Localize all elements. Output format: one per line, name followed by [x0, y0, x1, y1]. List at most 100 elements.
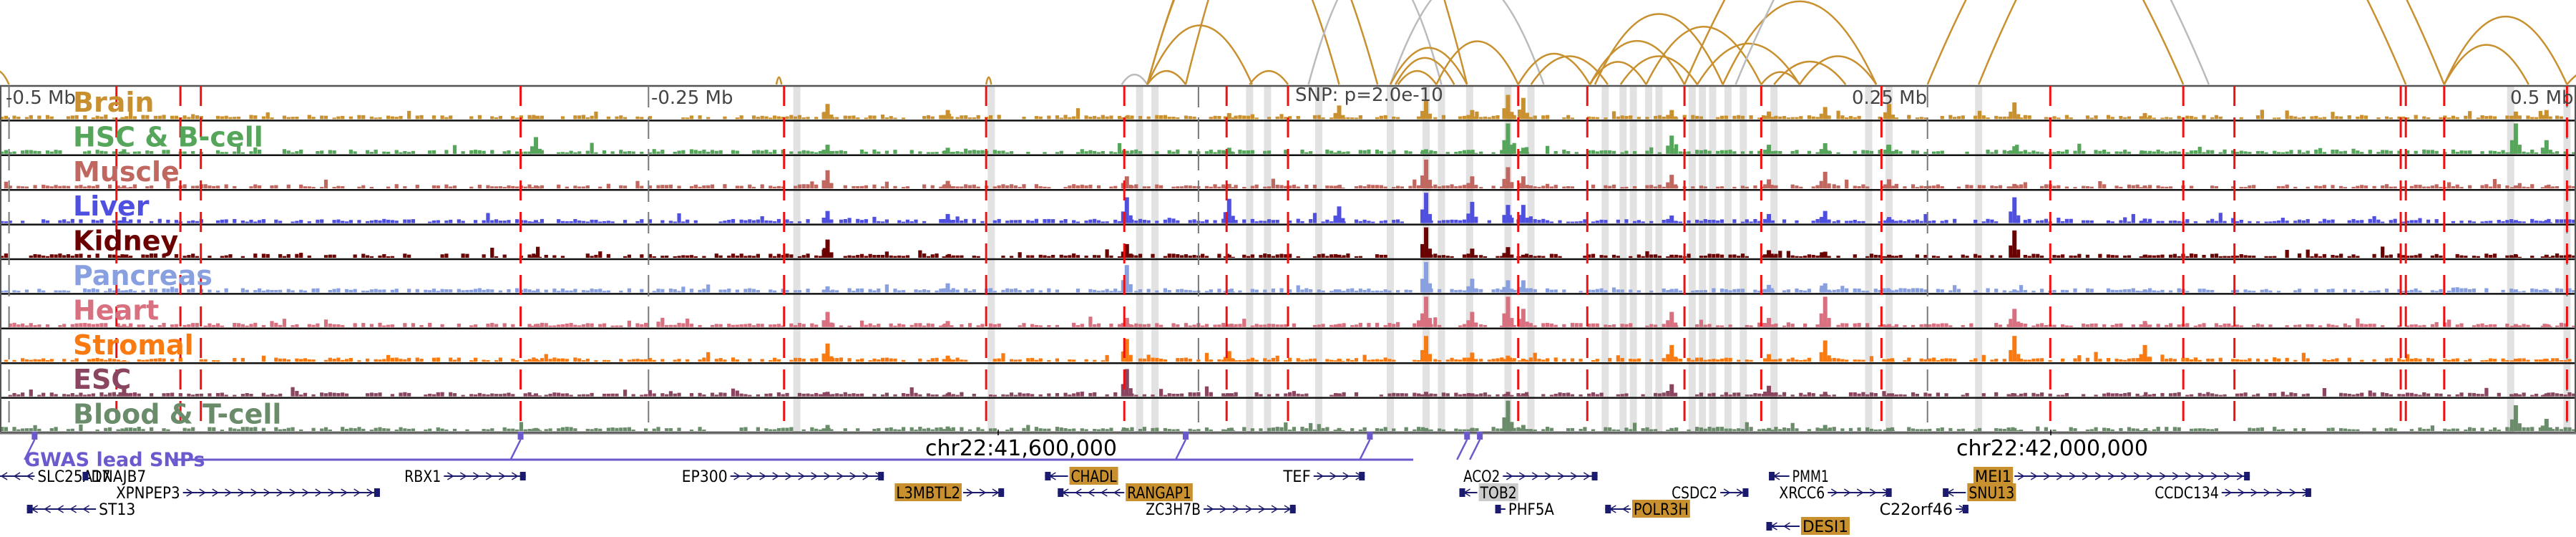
signal-bar — [1624, 219, 1629, 223]
signal-bar — [1857, 221, 1861, 223]
signal-bar — [104, 359, 108, 362]
signal-bar — [2538, 290, 2542, 293]
signal-bar — [2547, 392, 2551, 397]
signal-bar — [1395, 117, 1400, 120]
signal-bar — [490, 247, 494, 258]
signal-bar — [992, 291, 997, 293]
signal-bar — [1312, 213, 1317, 223]
signal-bar — [1026, 255, 1030, 258]
signal-bar — [95, 220, 99, 223]
signal-bar — [150, 253, 154, 258]
signal-bar — [602, 221, 607, 223]
signal-bar — [1109, 255, 1113, 258]
signal-bar — [2397, 394, 2401, 397]
signal-bar — [1786, 427, 1790, 431]
signal-bar — [150, 185, 154, 189]
signal-bar — [955, 289, 960, 293]
signal-bar — [1840, 323, 1845, 327]
signal-peak — [2142, 254, 2147, 258]
signal-bar — [1907, 115, 1911, 120]
signal-bar — [1716, 253, 1720, 258]
signal-peak — [1763, 289, 1767, 293]
signal-bar — [2418, 395, 2422, 397]
signal-peak — [1771, 150, 1775, 154]
signal-bar — [1807, 254, 1812, 258]
signal-peak — [2548, 222, 2552, 223]
signal-bar — [2492, 253, 2497, 258]
signal-bar — [2293, 393, 2298, 397]
signal-bar — [2409, 429, 2414, 431]
signal-bar — [2248, 358, 2252, 362]
signal-bar — [1038, 325, 1043, 327]
signal-bar — [2530, 150, 2534, 154]
signal-bar — [2567, 359, 2572, 362]
signal-bar — [1749, 221, 1753, 223]
signal-bar — [2248, 255, 2252, 258]
signal-bar — [1620, 394, 1624, 397]
signal-peak — [534, 220, 539, 223]
signal-peak — [2517, 117, 2522, 120]
signal-bar — [681, 255, 686, 258]
signal-bar — [864, 151, 868, 154]
signal-bar — [560, 324, 565, 327]
signal-bar — [2168, 323, 2173, 327]
signal-peak — [2012, 336, 2017, 362]
signal-bar — [652, 393, 656, 397]
signal-bar — [365, 255, 370, 258]
signal-bar — [431, 150, 436, 154]
signal-bar — [610, 221, 615, 223]
signal-bar — [527, 359, 532, 362]
signal-bar — [2389, 357, 2393, 362]
signal-peak — [1223, 325, 1227, 327]
signal-bar — [2073, 187, 2077, 189]
signal-bar — [1441, 220, 1446, 223]
strand-forward-icon — [341, 488, 348, 497]
strand-reverse-icon — [0, 472, 8, 480]
signal-bar — [2293, 221, 2298, 223]
signal-bar — [914, 429, 918, 431]
signal-bar — [2414, 220, 2418, 223]
signal-peak — [1767, 427, 1772, 431]
signal-bar — [935, 152, 939, 154]
signal-peak — [825, 311, 830, 327]
signal-bar — [1005, 152, 1010, 154]
signal-bar — [2052, 116, 2057, 120]
gene-phf5a: PHF5A — [1495, 501, 1554, 519]
signal-bar — [1288, 185, 1292, 189]
signal-peak — [1891, 256, 1896, 258]
signal-bar — [2185, 291, 2190, 293]
signal-bar — [1620, 289, 1624, 293]
signal-bar — [2135, 290, 2140, 293]
signal-bar — [2347, 115, 2351, 120]
signal-bar — [1865, 394, 1870, 397]
signal-bar — [1367, 359, 1371, 362]
signal-peak — [2509, 419, 2514, 431]
signal-bar — [2372, 185, 2376, 189]
signal-bar — [590, 219, 594, 223]
signal-peak — [1506, 400, 1511, 431]
signal-bar — [735, 117, 739, 120]
signal-bar — [21, 323, 25, 327]
signal-bar — [79, 323, 83, 327]
signal-bar — [1753, 218, 1757, 223]
signal-bar — [1229, 324, 1234, 327]
strand-forward-icon — [759, 472, 767, 480]
signal-bar — [95, 357, 99, 362]
signal-bar — [2069, 218, 2073, 223]
signal-bar — [191, 323, 195, 327]
signal-peak — [1763, 391, 1767, 397]
signal-bar — [1026, 220, 1030, 223]
signal-bar — [2252, 428, 2256, 431]
signal-bar — [573, 152, 577, 154]
signal-bar — [2243, 392, 2248, 397]
signal-bar — [519, 422, 524, 431]
signal-bar — [2522, 392, 2526, 397]
signal-bar — [344, 428, 349, 431]
signal-bar — [972, 256, 976, 258]
signal-bar — [29, 150, 33, 154]
signal-bar — [1296, 358, 1300, 362]
signal-peak — [1231, 326, 1235, 327]
signal-bar — [208, 185, 212, 189]
signal-bar — [785, 253, 789, 258]
signal-bar — [21, 392, 25, 397]
